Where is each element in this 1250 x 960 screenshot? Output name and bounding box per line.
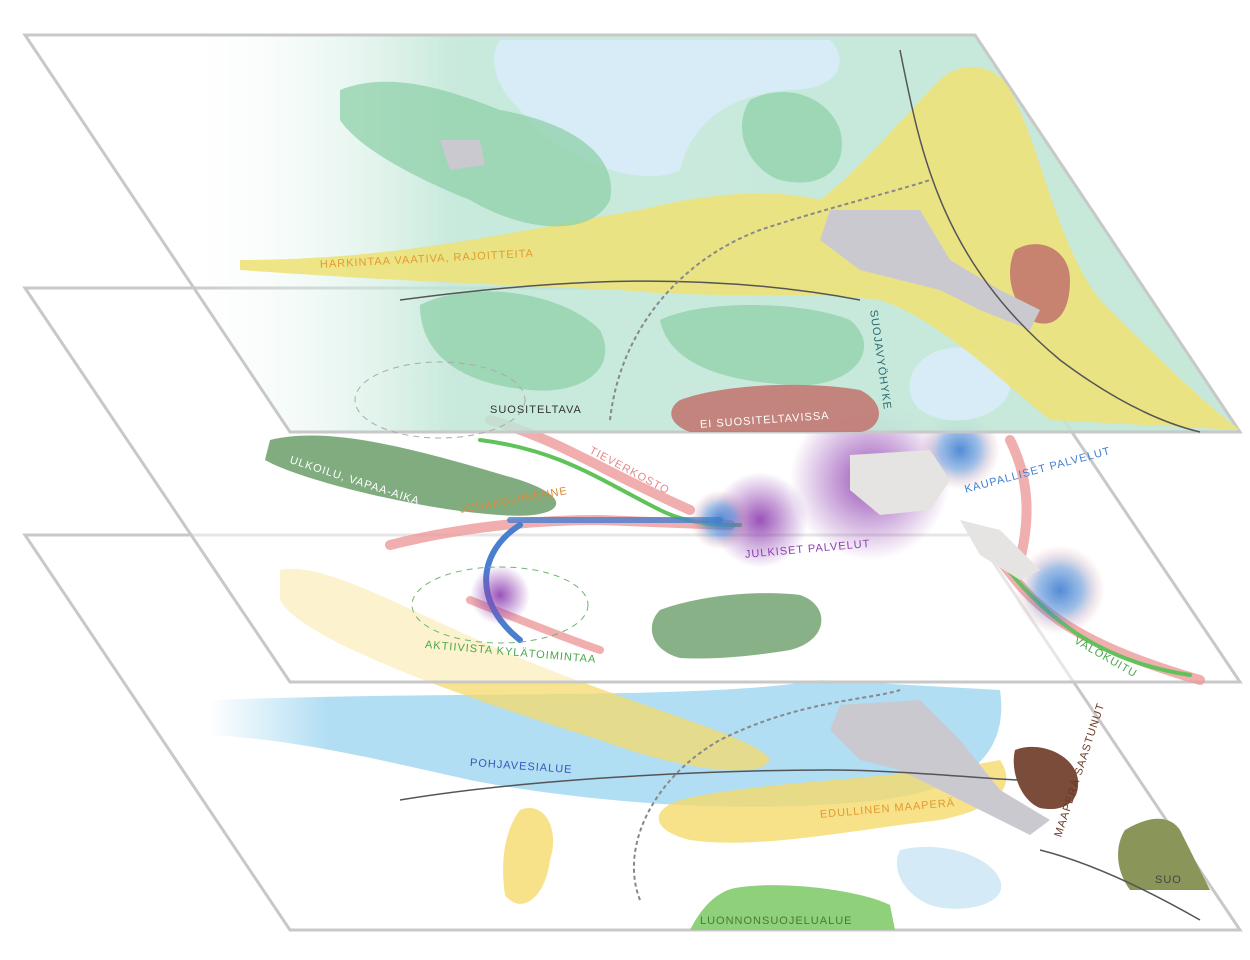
recommended-area — [660, 305, 865, 385]
railway — [609, 179, 931, 421]
road — [399, 280, 861, 301]
recreation-area — [265, 435, 557, 516]
top-layer: HARKINTAA VAATIVA, RAJOITTEITA SUOSITELT… — [22, 33, 1243, 439]
recreation-area — [651, 593, 822, 659]
road — [899, 49, 1201, 433]
built-area — [850, 450, 1040, 580]
commercial-hub — [690, 490, 750, 550]
groundwater-area — [210, 680, 1002, 807]
soil-area — [658, 760, 1007, 843]
road — [1039, 849, 1201, 921]
recommended-area — [741, 91, 842, 183]
swamp — [1118, 818, 1210, 890]
label: SUO — [1155, 874, 1182, 886]
contaminated-soil — [1013, 746, 1079, 810]
label: SUOSITELTAVA — [490, 404, 582, 416]
not-recommended — [671, 384, 879, 432]
service-hub — [470, 565, 530, 625]
restricted-area — [240, 66, 1240, 430]
lake — [909, 347, 1010, 421]
conservation-area — [690, 885, 895, 930]
built-area — [830, 700, 1050, 835]
village-zone — [354, 361, 526, 439]
road-network — [1005, 435, 1032, 565]
recommended-area — [420, 291, 606, 391]
railway — [632, 689, 901, 901]
road — [399, 769, 1021, 801]
water — [896, 846, 1002, 909]
label: LUONNONSUOJELUALUE — [700, 915, 852, 927]
built-area — [440, 140, 1040, 330]
soil-area — [503, 808, 554, 904]
